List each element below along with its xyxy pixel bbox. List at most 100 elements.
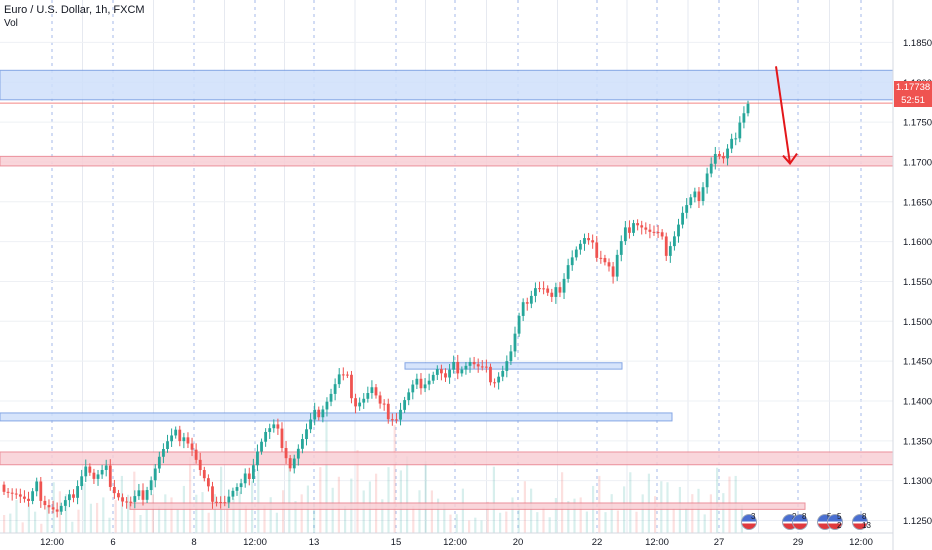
- time-tick-label: 27: [714, 537, 725, 548]
- candle: [276, 424, 280, 429]
- candle: [705, 173, 709, 188]
- price-tick-label: 1.16000: [903, 237, 932, 248]
- volume-bar: [654, 496, 657, 533]
- volume-bar: [722, 493, 725, 533]
- volume-bar: [480, 520, 483, 533]
- volume-bar: [108, 517, 111, 533]
- volume-bar: [27, 502, 30, 533]
- candle: [529, 295, 533, 304]
- volume-bar: [83, 483, 86, 533]
- candle: [317, 409, 321, 418]
- candle: [72, 494, 75, 498]
- candle: [673, 236, 676, 247]
- candle: [309, 419, 312, 430]
- volume-bar: [412, 506, 415, 533]
- candle: [239, 483, 243, 488]
- candle: [501, 370, 505, 377]
- candle: [292, 458, 296, 469]
- volume-bar: [313, 502, 316, 533]
- candle: [186, 437, 190, 444]
- candle: [59, 505, 63, 512]
- time-tick-label: 8: [191, 537, 196, 548]
- candle: [431, 374, 435, 381]
- candle: [444, 373, 447, 378]
- candle: [558, 287, 562, 293]
- candle: [162, 449, 165, 457]
- forecast-arrow: [775, 66, 791, 164]
- candle: [117, 493, 120, 498]
- symbol-title: Euro / U.S. Dollar, 1h, FXCM: [4, 4, 145, 16]
- volume-bar: [127, 494, 130, 533]
- volume-bar: [716, 467, 719, 533]
- candle: [632, 223, 635, 233]
- candle: [395, 419, 398, 421]
- candle: [378, 395, 382, 404]
- candle: [280, 428, 284, 449]
- volume-bar: [195, 494, 198, 533]
- candle: [599, 257, 603, 259]
- volume-bar: [102, 497, 105, 533]
- candle: [452, 361, 456, 370]
- candle: [92, 472, 96, 479]
- candle: [96, 474, 100, 479]
- candle: [247, 473, 251, 479]
- volume-bar: [275, 512, 278, 533]
- candle: [329, 393, 333, 402]
- candle: [341, 374, 345, 376]
- candle: [358, 402, 362, 407]
- bar-countdown-badge: 52:51: [894, 94, 932, 107]
- candle: [27, 498, 30, 501]
- price-tick-label: 1.18500: [903, 38, 932, 49]
- volume-bar: [263, 505, 266, 533]
- volume-bar: [164, 494, 167, 533]
- candle: [668, 246, 672, 256]
- candle: [386, 403, 390, 420]
- candle: [664, 236, 668, 256]
- candle: [219, 501, 223, 503]
- volume-bar: [269, 497, 272, 533]
- candle: [178, 429, 182, 442]
- volume-bar: [548, 517, 551, 533]
- candle: [746, 103, 750, 114]
- volume-bar: [499, 512, 502, 533]
- volume-indicator-label[interactable]: Vol: [4, 18, 18, 29]
- event-count: 8 13: [862, 512, 871, 530]
- volume-bar: [604, 512, 607, 533]
- candle: [497, 376, 501, 383]
- volume-bar: [610, 494, 613, 533]
- us-flag-icon[interactable]: 3: [741, 512, 759, 532]
- volume-bar: [34, 511, 37, 533]
- volume-bar: [616, 510, 619, 533]
- candle: [566, 265, 570, 279]
- volume-bar: [226, 503, 229, 533]
- candle: [456, 361, 460, 374]
- candle: [427, 380, 431, 385]
- candle: [370, 387, 374, 394]
- candle: [104, 465, 108, 470]
- candle: [166, 441, 169, 450]
- candle: [607, 262, 611, 267]
- candle: [435, 369, 439, 375]
- candle: [619, 241, 623, 255]
- candle: [2, 484, 6, 492]
- candle: [701, 187, 705, 201]
- volume-bar: [65, 494, 68, 533]
- eu-flag-icon[interactable]: 5 2: [827, 512, 845, 532]
- candle: [464, 365, 468, 370]
- event-count: 3: [751, 512, 756, 521]
- resistance-zone: [0, 155, 894, 167]
- candle: [337, 374, 341, 385]
- candle: [374, 387, 378, 396]
- volume-bar: [697, 488, 700, 533]
- candle: [108, 465, 112, 487]
- volume-bar: [709, 494, 712, 533]
- volume-bar: [703, 514, 706, 533]
- globe-icon[interactable]: 8 13: [852, 512, 871, 532]
- volume-bar: [678, 486, 681, 533]
- volume-bar: [536, 512, 539, 533]
- candle: [206, 478, 210, 487]
- eu-flag-icon[interactable]: 8: [792, 512, 810, 532]
- candle: [615, 254, 619, 277]
